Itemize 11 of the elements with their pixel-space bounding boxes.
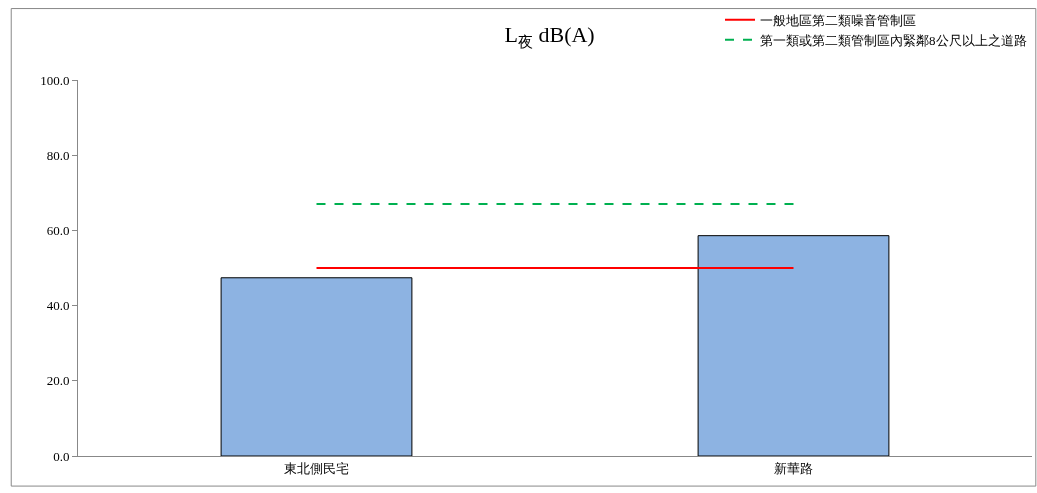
y-tick-label: 60.0 bbox=[46, 222, 70, 238]
y-tick-label: 100.0 bbox=[40, 72, 70, 88]
y-tick-label: 80.0 bbox=[46, 147, 70, 163]
x-tick-label: 東北側民宅 bbox=[284, 460, 349, 476]
legend-label: 一般地區第二類噪音管制區 bbox=[760, 12, 916, 28]
y-tick-label: 20.0 bbox=[46, 373, 70, 389]
x-tick-label: 新華路 bbox=[774, 460, 813, 476]
y-tick-label: 40.0 bbox=[46, 298, 70, 314]
legend-label: 第一類或第二類管制區內緊鄰8公尺以上之道路 bbox=[760, 32, 1027, 48]
y-tick-label: 0.0 bbox=[53, 448, 70, 464]
chart-title: L$_{夜}$ dB(A) bbox=[504, 22, 595, 50]
